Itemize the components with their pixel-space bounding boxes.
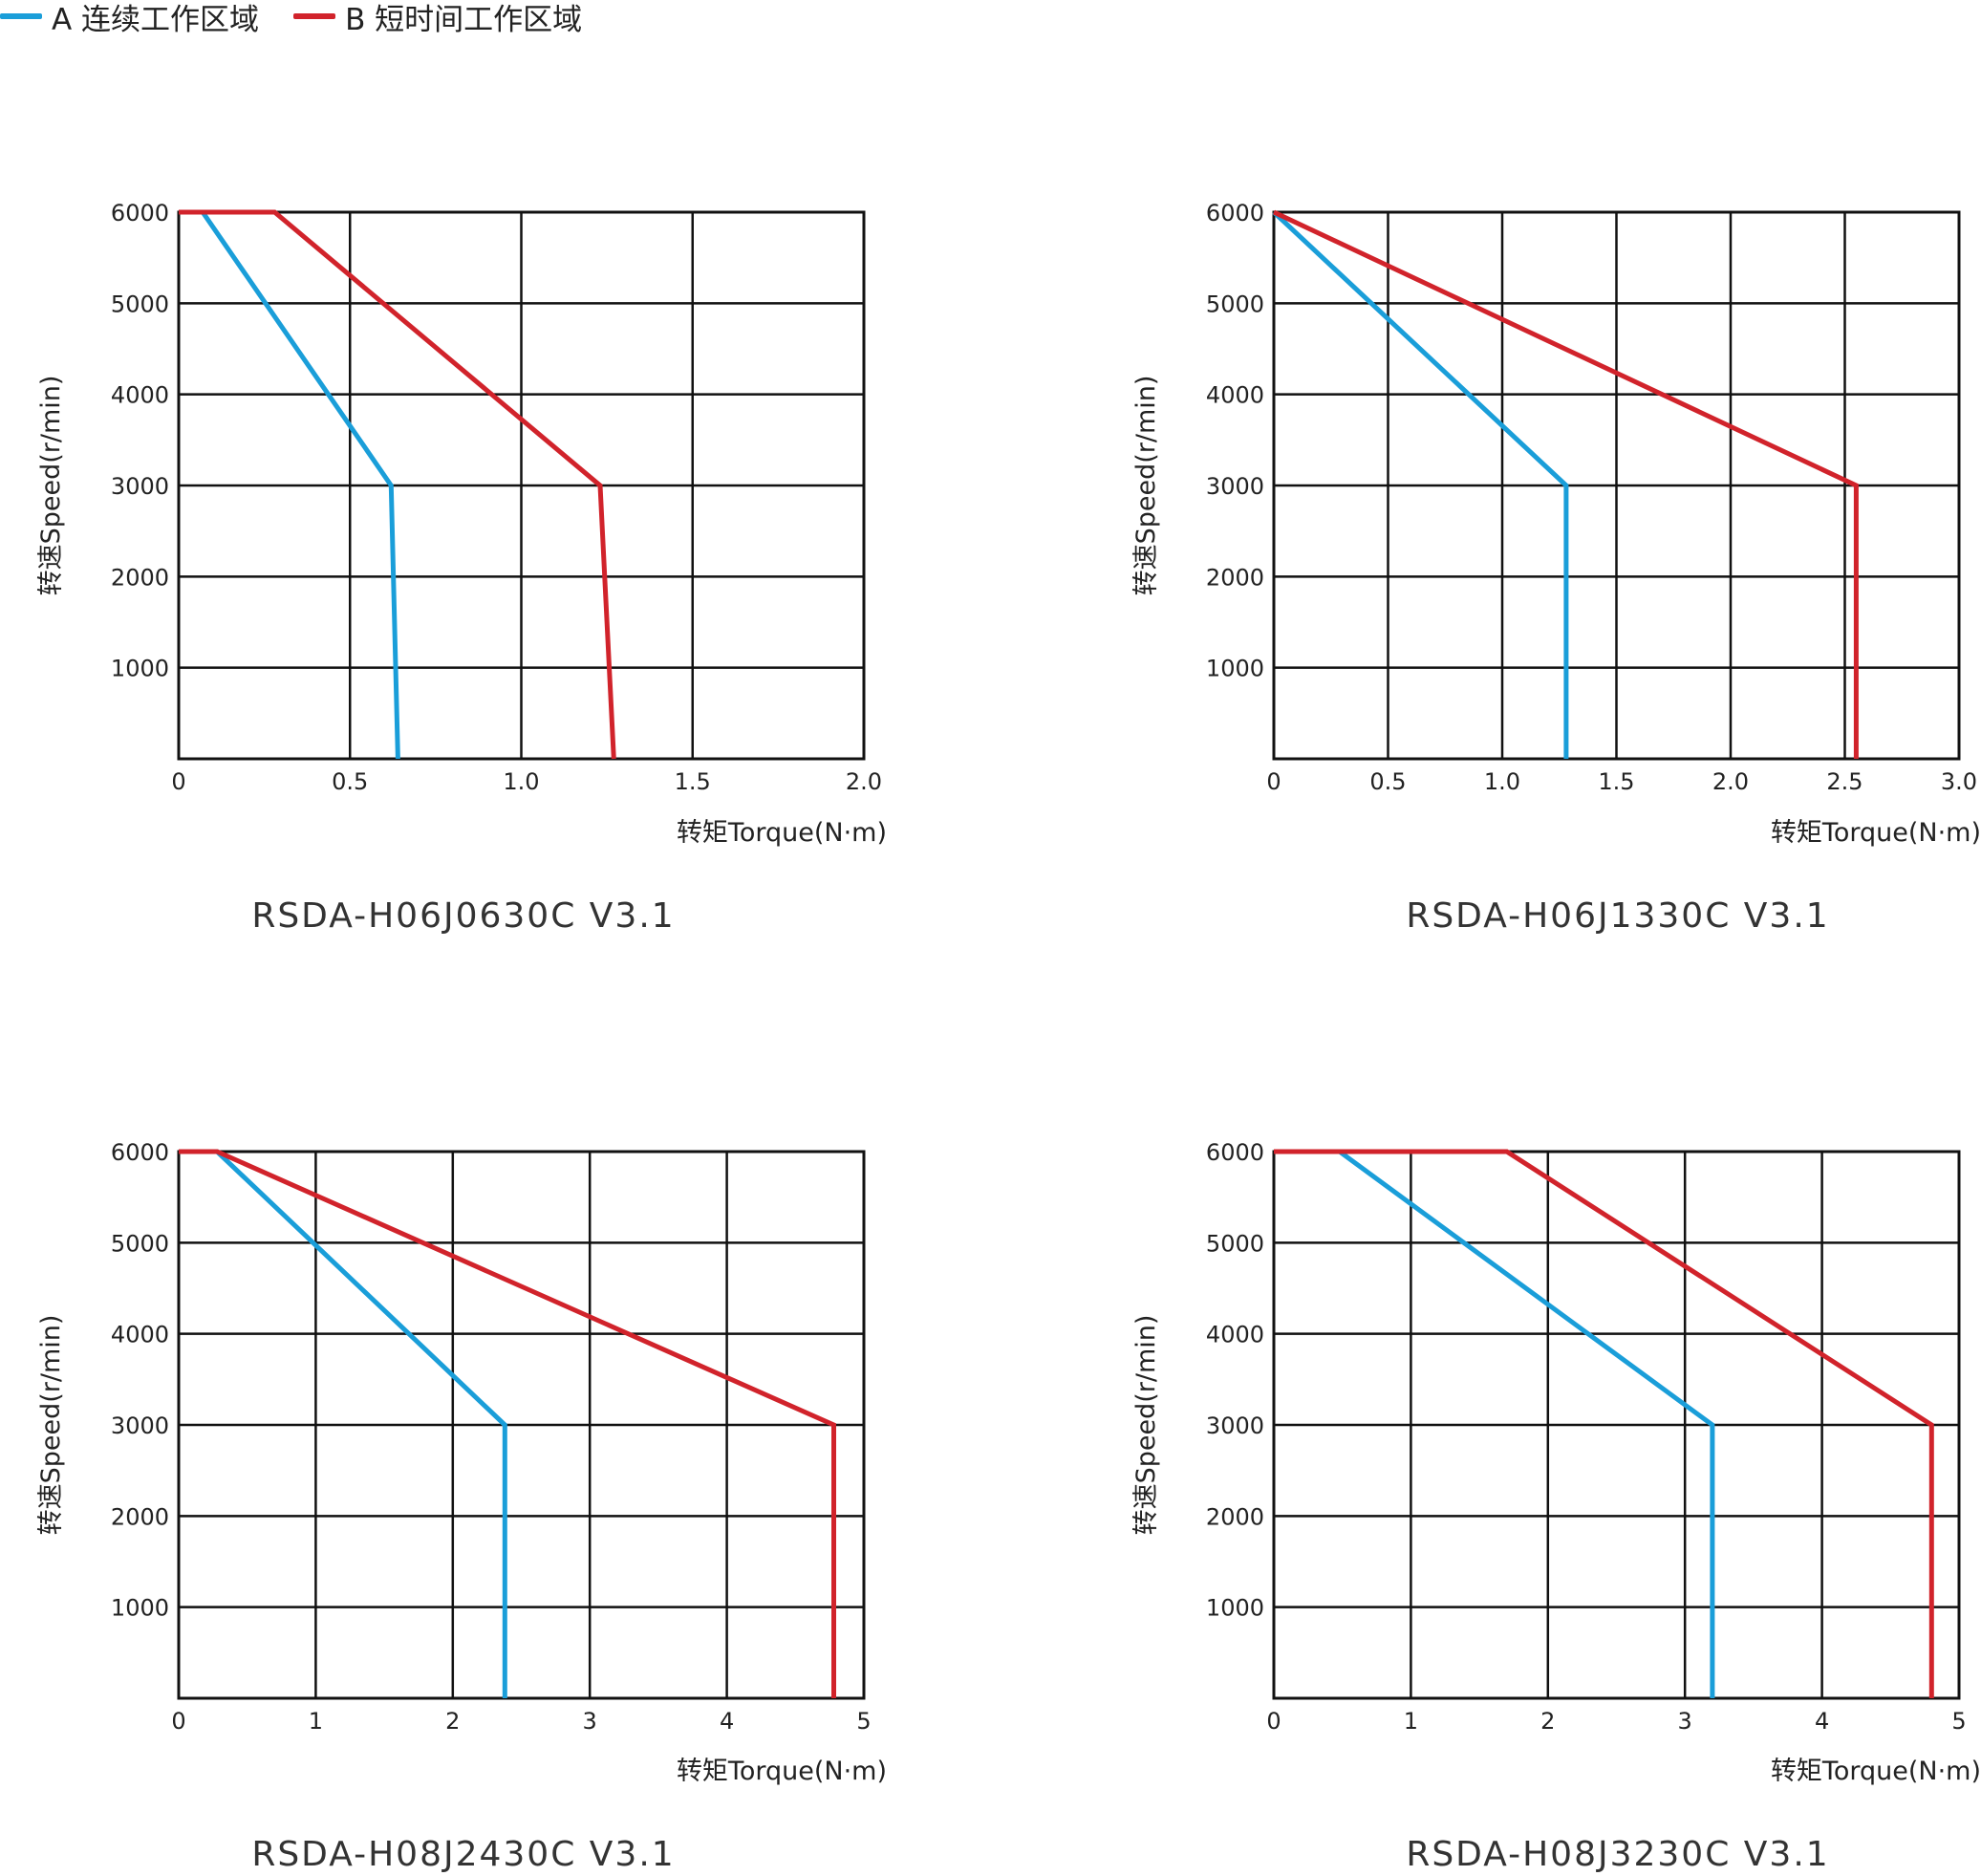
y-tick-label: 6000: [111, 200, 169, 226]
legend-label-short: B 短时间工作区域: [345, 2, 583, 37]
x-axis-label: 转矩Torque(N·m): [677, 818, 887, 848]
chart-2: 0 0.5 1.0 1.5 2.0 2.5 3.0 1000 2000 3000 4000 5000 6…: [1131, 200, 1981, 936]
y-tick-label: 4000: [111, 382, 169, 409]
y-tick-label: 1000: [111, 1595, 169, 1622]
legend-swatch-continuous: [0, 13, 42, 19]
x-tick-label: 3.0: [1941, 768, 1977, 795]
x-tick-label: 2.0: [846, 768, 882, 795]
x-tick-label: 4: [1815, 1708, 1829, 1735]
y-tick-label: 2000: [111, 1503, 169, 1530]
chart-1: 0 0.5 1.0 1.5 2.0 1000 2000 3000 4000 5000 6000 转矩T…: [36, 200, 887, 936]
x-tick-label: 1.5: [1598, 768, 1634, 795]
x-tick-label: 2: [1540, 1708, 1555, 1735]
y-tick-label: 4000: [111, 1322, 169, 1348]
x-tick-label: 0.5: [1369, 768, 1406, 795]
legend-swatch-short: [293, 13, 336, 19]
y-tick-label: 5000: [1206, 291, 1264, 317]
y-axis-label: 转速Speed(r/min): [1131, 1315, 1161, 1536]
series-line-short: [1272, 209, 1859, 759]
series-line-short: [1274, 1149, 1934, 1698]
x-tick-label: 1: [1404, 1708, 1418, 1735]
x-tick-label: 0: [171, 768, 185, 795]
y-tick-label: 5000: [111, 1230, 169, 1257]
y-tick-label: 5000: [111, 291, 169, 317]
legend: A 连续工作区域 B 短时间工作区域: [0, 0, 582, 37]
y-axis-label: 转速Speed(r/min): [36, 376, 66, 596]
plot-frame: [1272, 210, 1961, 761]
chart-4: 0 1 2 3 4 5 1000 2000 3000 4000 5000 6000 转矩Torque(N…: [1131, 1139, 1981, 1874]
x-tick-label: 0: [1266, 768, 1281, 795]
series-line-continuous: [1272, 210, 1569, 759]
series-line-short: [179, 1149, 836, 1698]
legend-item-short: B 短时间工作区域: [293, 0, 582, 38]
x-tick-label: 0: [171, 1708, 185, 1735]
legend-label-continuous: A 连续工作区域: [52, 2, 260, 37]
plot-frame: [177, 210, 866, 761]
x-tick-label: 3: [583, 1708, 597, 1735]
chart-title: RSDA-H08J2430C V3.1: [251, 1835, 675, 1874]
x-tick-label: 2.0: [1712, 768, 1749, 795]
y-tick-label: 5000: [1206, 1230, 1264, 1257]
x-tick-label: 2.5: [1826, 768, 1863, 795]
chart-title: RSDA-H08J3230C V3.1: [1406, 1835, 1829, 1874]
y-tick-label: 2000: [1206, 1503, 1264, 1530]
x-tick-label: 5: [856, 1708, 871, 1735]
chart-title: RSDA-H06J1330C V3.1: [1406, 896, 1829, 936]
x-tick-label: 2: [445, 1708, 460, 1735]
x-tick-label: 1: [309, 1708, 323, 1735]
x-axis-label: 转矩Torque(N·m): [1771, 818, 1981, 848]
y-tick-label: 2000: [111, 564, 169, 591]
y-tick-label: 6000: [1206, 200, 1264, 226]
x-tick-label: 1.5: [675, 768, 711, 795]
y-tick-label: 4000: [1206, 1322, 1264, 1348]
x-axis-label: 转矩Torque(N·m): [1771, 1757, 1981, 1786]
x-tick-label: 1.0: [1484, 768, 1520, 795]
y-tick-label: 1000: [1206, 656, 1264, 682]
y-tick-label: 4000: [1206, 382, 1264, 409]
y-tick-label: 2000: [1206, 564, 1264, 591]
y-tick-label: 3000: [1206, 473, 1264, 500]
x-tick-label: 5: [1951, 1708, 1966, 1735]
x-axis-label: 转矩Torque(N·m): [677, 1757, 887, 1786]
y-tick-label: 3000: [111, 473, 169, 500]
plot-frame: [1272, 1150, 1961, 1700]
chart-3: 0 1 2 3 4 5 1000 2000 3000 4000 5000 6000 转矩Torque(N…: [36, 1139, 887, 1874]
plot-frame: [177, 1150, 866, 1700]
y-tick-label: 3000: [111, 1412, 169, 1439]
y-axis-label: 转速Speed(r/min): [1131, 376, 1161, 596]
x-tick-label: 3: [1678, 1708, 1692, 1735]
y-axis-label: 转速Speed(r/min): [36, 1315, 66, 1536]
y-tick-label: 1000: [1206, 1595, 1264, 1622]
y-tick-label: 3000: [1206, 1412, 1264, 1439]
series-line-short: [179, 209, 616, 760]
x-tick-label: 0.5: [332, 768, 368, 795]
chart-title: RSDA-H06J0630C V3.1: [251, 896, 675, 936]
y-tick-label: 6000: [1206, 1139, 1264, 1166]
x-tick-label: 0: [1266, 1708, 1281, 1735]
x-tick-label: 1.0: [503, 768, 539, 795]
legend-item-continuous: A 连续工作区域: [0, 0, 259, 38]
y-tick-label: 1000: [111, 656, 169, 682]
x-tick-label: 4: [720, 1708, 734, 1735]
y-tick-label: 6000: [111, 1139, 169, 1166]
